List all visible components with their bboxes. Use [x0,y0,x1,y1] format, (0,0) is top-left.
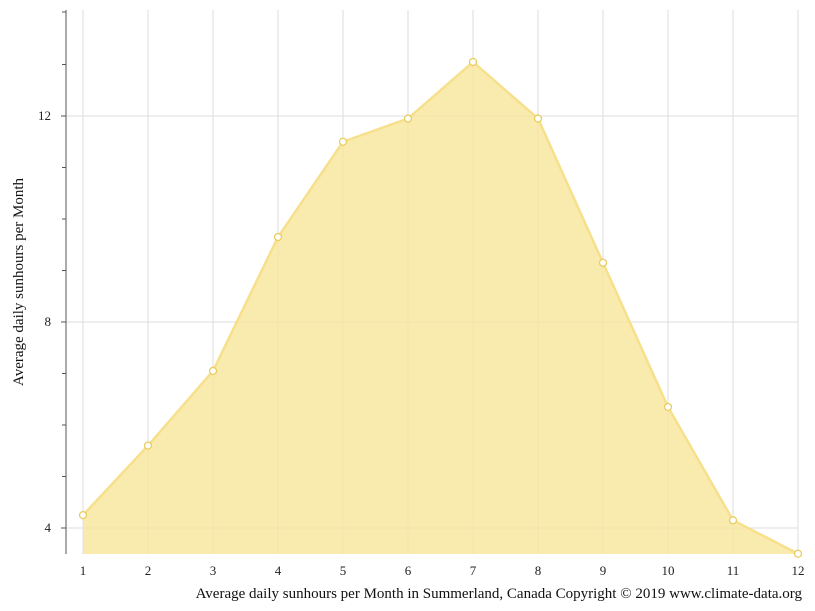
area-fill [83,61,798,555]
y-axis-label: Average daily sunhours per Month [11,178,27,387]
data-point [663,402,673,412]
x-tick-label: 3 [210,563,217,578]
y-tick-label: 8 [45,314,52,329]
axes [61,10,67,554]
data-point [208,366,218,376]
data-point [468,57,478,67]
x-tick-label: 9 [600,563,607,578]
y-tick-label: 12 [38,108,51,123]
x-tick-label: 11 [727,563,740,578]
x-tick-label: 6 [405,563,412,578]
x-tick-label: 4 [275,563,282,578]
x-tick-label: 8 [535,563,542,578]
data-point [143,441,153,450]
data-point [78,510,88,520]
data-point [533,114,543,123]
data-point [728,516,738,525]
data-point [403,114,413,123]
series-line [82,60,799,555]
x-tick-label: 12 [792,563,805,578]
footer-caption: Average daily sunhours per Month in Summ… [196,586,803,602]
x-tick-label: 2 [145,563,152,578]
area-layer [78,57,803,558]
data-point [338,137,348,146]
x-tick-label: 10 [662,563,675,578]
y-tick-label: 4 [45,520,52,535]
data-point [273,232,283,242]
data-point [598,258,608,267]
data-point [793,549,803,558]
x-tick-label: 1 [80,563,87,578]
x-tick-label: 7 [470,563,477,578]
x-tick-label: 5 [340,563,347,578]
